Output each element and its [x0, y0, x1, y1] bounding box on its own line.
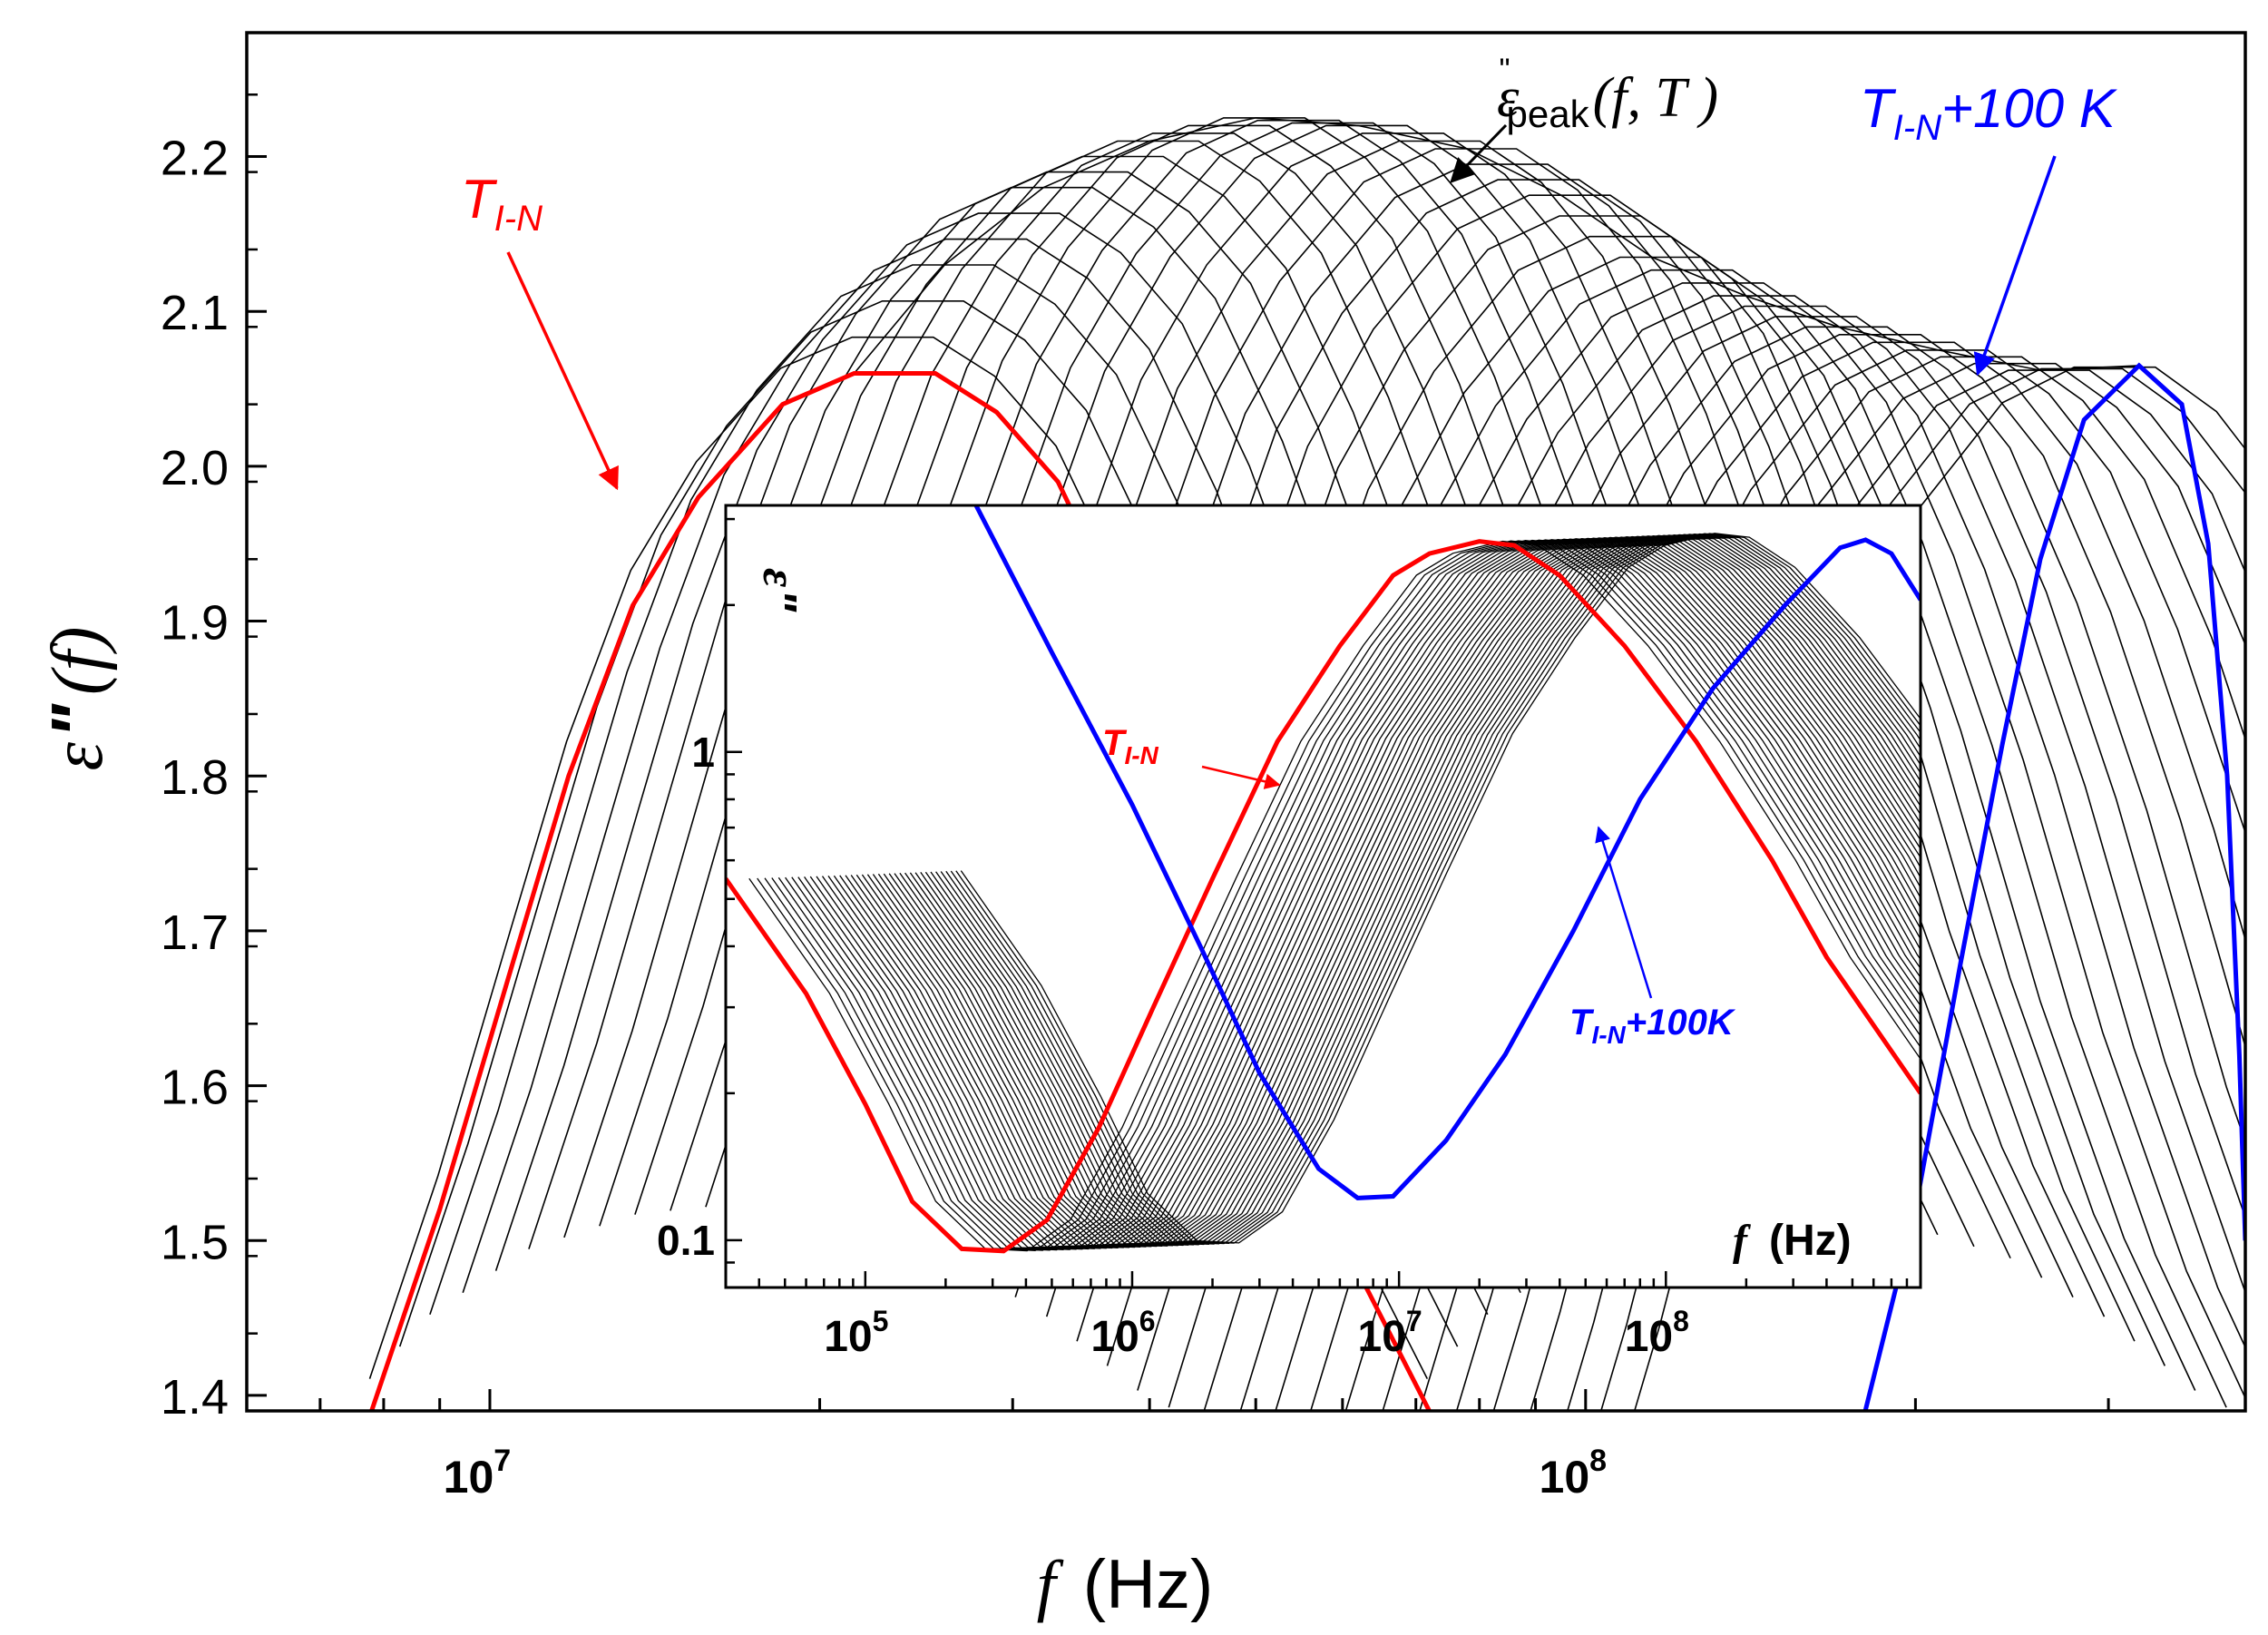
- inset-y-tick-label: 0.1: [657, 1217, 715, 1264]
- inset-tin-label-sub: I-N: [1124, 741, 1158, 769]
- tin-arrow: [508, 252, 617, 488]
- main-y-tick-label: 2.2: [161, 132, 229, 186]
- tin100-label-sub: I-N: [1893, 108, 1941, 148]
- peak-label-args: (f, T ): [1593, 67, 1718, 129]
- main-y-tick-label: 1.6: [161, 1061, 229, 1115]
- main-x-axis-unit: (Hz): [1083, 1546, 1214, 1623]
- tin100-label-suffix: +100 K: [1941, 78, 2118, 139]
- main-y-tick-label: 1.7: [161, 906, 229, 960]
- main-x-axis-title: f(Hz): [1037, 1546, 1214, 1623]
- tin-label-sub: I-N: [494, 199, 543, 239]
- main-y-tick-label: 2.0: [161, 441, 229, 495]
- inset-x-tick-label: 107: [1358, 1305, 1422, 1361]
- peak-label: ε"peak(f, T ): [1497, 53, 1718, 135]
- inset-y-axis-prime: ": [753, 589, 806, 612]
- tin100-label-text: T: [1860, 78, 1897, 139]
- main-y-axis-arg: (f): [38, 627, 118, 696]
- main-series-tin100: [1865, 366, 2245, 1411]
- main-y-axis-prime: ": [36, 703, 117, 739]
- inset-x-tick-label: 106: [1090, 1305, 1155, 1361]
- svg-text:ε": ε": [753, 568, 806, 612]
- inset-tin100-label-sub: I-N: [1591, 1021, 1626, 1049]
- inset-x-axis-unit: (Hz): [1769, 1217, 1852, 1265]
- inset-y-axis-title: ε": [753, 568, 806, 612]
- tin-label-text: T: [461, 169, 498, 230]
- peak-label-sub: peak: [1507, 93, 1590, 135]
- main-x-tick-label: 107: [444, 1444, 512, 1503]
- inset-y-axis-symbol: ε: [753, 568, 805, 587]
- peak-label-prime: ": [1499, 53, 1510, 87]
- svg-text:ε"(f): ε" (f): [36, 627, 118, 771]
- main-y-axis-symbol: ε: [38, 741, 118, 770]
- tin100-arrow: [1978, 156, 2055, 374]
- tin100-label: TI-N+100 K: [1860, 78, 2118, 148]
- main-y-tick-label: 2.1: [161, 286, 229, 340]
- tin-label: TI-N: [461, 169, 543, 239]
- inset-x-tick-label: 105: [824, 1305, 888, 1361]
- main-x-axis-symbol: f: [1037, 1547, 1064, 1623]
- main-y-tick-label: 1.4: [161, 1370, 229, 1425]
- main-y-tick-label: 1.8: [161, 750, 229, 805]
- main-y-axis-title: ε" (f): [36, 627, 118, 771]
- inset-x-tick-label: 108: [1625, 1305, 1689, 1361]
- main-y-tick-label: 1.9: [161, 596, 229, 651]
- main-x-tick-label: 108: [1540, 1444, 1608, 1503]
- main-y-tick-label: 1.5: [161, 1215, 229, 1269]
- inset-y-tick-label: 1: [691, 729, 715, 776]
- inset-tin100-label-suffix: +100K: [1626, 1003, 1736, 1043]
